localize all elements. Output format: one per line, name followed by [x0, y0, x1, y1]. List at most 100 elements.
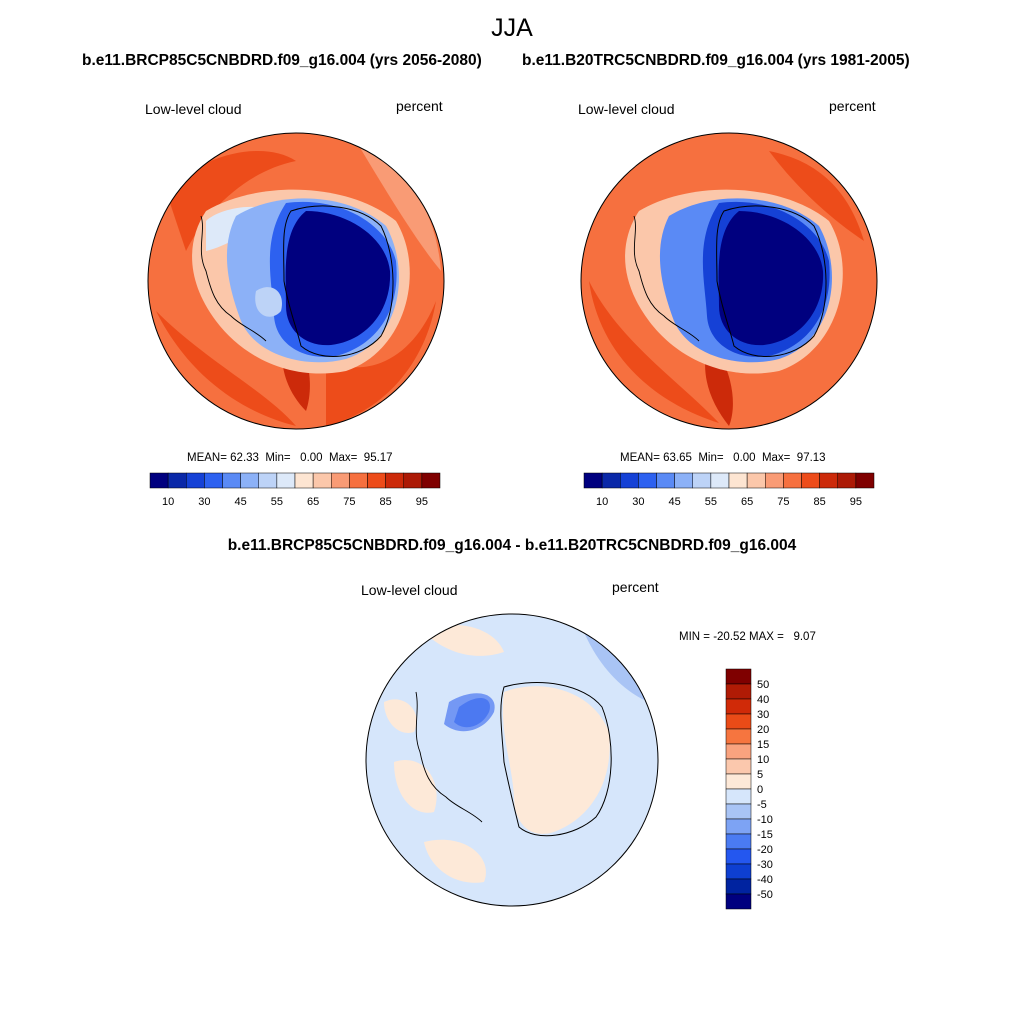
- panel-1-map: [147, 132, 445, 430]
- panel-2-colorbar-label: 45: [669, 496, 681, 508]
- panel-1-mean-label: MEAN=: [187, 452, 227, 464]
- diff-min-label: MIN =: [679, 631, 710, 643]
- panel-2-min-label: Min=: [698, 452, 724, 464]
- diff-stats: MIN = -20.52 MAX = 9.07: [679, 631, 816, 643]
- diff-colorbar-swatch: [725, 848, 752, 865]
- panel-2-colorbar-swatch: [765, 472, 784, 489]
- diff-colorbar-label: -5: [757, 799, 767, 811]
- diff-colorbar-swatch: [725, 773, 752, 790]
- panel-1-mean-value: 62.33: [230, 452, 259, 464]
- panel-2-colorbar-swatch: [674, 472, 693, 489]
- diff-units-label: percent: [612, 579, 659, 595]
- panel-2-colorbar-label: 10: [596, 496, 608, 508]
- panel-2-colorbar-swatch: [620, 472, 639, 489]
- panel-2-colorbar: 10 30 45 55 65 75 85 95: [583, 472, 875, 508]
- diff-colorbar-swatch: [725, 863, 752, 880]
- panel-1-max-value: 95.17: [363, 452, 393, 464]
- panel-2-colorbar-label: 75: [777, 496, 789, 508]
- diff-colorbar-label: 5: [757, 769, 763, 781]
- diff-max-label: MAX =: [749, 631, 784, 643]
- panel-2-case-title: b.e11.B20TRC5CNBDRD.f09_g16.004 (yrs 198…: [522, 52, 910, 69]
- diff-colorbar-swatch: [725, 878, 752, 895]
- panel-1-colorbar-swatch: [204, 472, 223, 489]
- diff-map: [365, 613, 659, 907]
- panel-1-colorbar-label: 45: [235, 496, 247, 508]
- diff-min-value: -20.52: [713, 631, 746, 643]
- diff-colorbar-swatch: [725, 893, 752, 910]
- panel-1-min-label: Min=: [265, 452, 291, 464]
- diff-colorbar-swatch: [725, 803, 752, 820]
- panel-2-colorbar-swatch: [583, 472, 603, 489]
- panel-2-colorbar-swatch: [801, 472, 820, 489]
- panel-2-colorbar-swatch: [692, 472, 712, 489]
- panel-1-colorbar-swatch: [385, 472, 404, 489]
- panel-2-mean-label: MEAN=: [620, 452, 660, 464]
- figure-title: JJA: [491, 14, 533, 42]
- panel-2-units-label: percent: [829, 98, 876, 114]
- diff-colorbar-swatch: [725, 713, 752, 730]
- panel-2-max-label: Max=: [761, 452, 791, 464]
- diff-colorbar-label: -15: [757, 829, 773, 841]
- panel-1-colorbar-swatch: [167, 472, 187, 489]
- panel-1-colorbar-label: 65: [307, 496, 319, 508]
- diff-variable-label: Low-level cloud: [361, 582, 458, 598]
- panel-1-colorbar-swatch: [367, 472, 386, 489]
- diff-colorbar-label: -10: [757, 814, 773, 826]
- diff-colorbar-label: 50: [757, 679, 769, 691]
- panel-1-colorbar-swatch: [294, 472, 314, 489]
- diff-colorbar-label: 30: [757, 709, 769, 721]
- panel-1-colorbar-swatch: [349, 472, 368, 489]
- diff-colorbar-swatch: [725, 818, 752, 835]
- panel-1-colorbar-swatch: [222, 472, 241, 489]
- panel-1-colorbar-label: 75: [343, 496, 355, 508]
- panel-1-colorbar-swatch: [331, 472, 350, 489]
- panel-1-colorbar-swatch: [240, 472, 259, 489]
- diff-colorbar-label: 0: [757, 784, 763, 796]
- panel-2-colorbar-swatch: [819, 472, 838, 489]
- diff-colorbar-swatch: [725, 788, 752, 805]
- panel-1-colorbar-label: 55: [271, 496, 283, 508]
- panel-2-colorbar-swatch: [837, 472, 857, 489]
- panel-2-min-value: 0.00: [733, 452, 756, 464]
- diff-colorbar-swatch: [725, 728, 752, 745]
- panel-2-colorbar-label: 85: [814, 496, 826, 508]
- diff-colorbar-label: 20: [757, 724, 769, 736]
- panel-2-colorbar-swatch: [728, 472, 748, 489]
- panel-1-colorbar-swatch: [149, 472, 169, 489]
- panel-1-variable-label: Low-level cloud: [145, 101, 242, 117]
- panel-2-colorbar-label: 55: [705, 496, 717, 508]
- panel-1-stats: MEAN= 62.33 Min= 0.00 Max= 95.17: [187, 452, 393, 464]
- panel-2-colorbar-swatch: [746, 472, 766, 489]
- panel-1-units-label: percent: [396, 98, 443, 114]
- panel-2-colorbar-label: 65: [741, 496, 753, 508]
- panel-1-colorbar-label: 85: [380, 496, 392, 508]
- diff-colorbar-label: -30: [757, 859, 773, 871]
- panel-2-max-value: 97.13: [796, 452, 826, 464]
- panel-2-colorbar-label: 30: [632, 496, 644, 508]
- panel-2-mean-value: 63.65: [663, 452, 692, 464]
- panel-2-colorbar-swatch: [656, 472, 675, 489]
- panel-2-colorbar-swatch: [855, 472, 875, 489]
- panel-1-colorbar-swatch: [258, 472, 278, 489]
- panel-1-colorbar-swatch: [276, 472, 296, 489]
- diff-colorbar-swatch: [725, 743, 752, 760]
- panel-1-max-label: Max=: [328, 452, 358, 464]
- panel-1-min-value: 0.00: [300, 452, 323, 464]
- diff-colorbar-label: 40: [757, 694, 769, 706]
- panel-1-colorbar-swatch: [186, 472, 205, 489]
- panel-1-colorbar: 10 30 45 55 65 75 85 95: [149, 472, 441, 508]
- diff-colorbar-label: 10: [757, 754, 769, 766]
- panel-2-stats: MEAN= 63.65 Min= 0.00 Max= 97.13: [620, 452, 826, 464]
- diff-colorbar-swatch: [725, 758, 752, 775]
- diff-colorbar-swatch: [725, 698, 752, 715]
- panel-1-colorbar-swatch: [421, 472, 441, 489]
- diff-colorbar-label: 15: [757, 739, 769, 751]
- panel-1-colorbar-label: 10: [162, 496, 174, 508]
- panel-1-colorbar-label: 30: [198, 496, 210, 508]
- diff-colorbar-label: -50: [757, 889, 773, 901]
- diff-colorbar-swatch: [725, 833, 752, 850]
- diff-colorbar-label: -20: [757, 844, 773, 856]
- panel-1-colorbar-swatch: [403, 472, 423, 489]
- panel-2-colorbar-label: 95: [850, 496, 862, 508]
